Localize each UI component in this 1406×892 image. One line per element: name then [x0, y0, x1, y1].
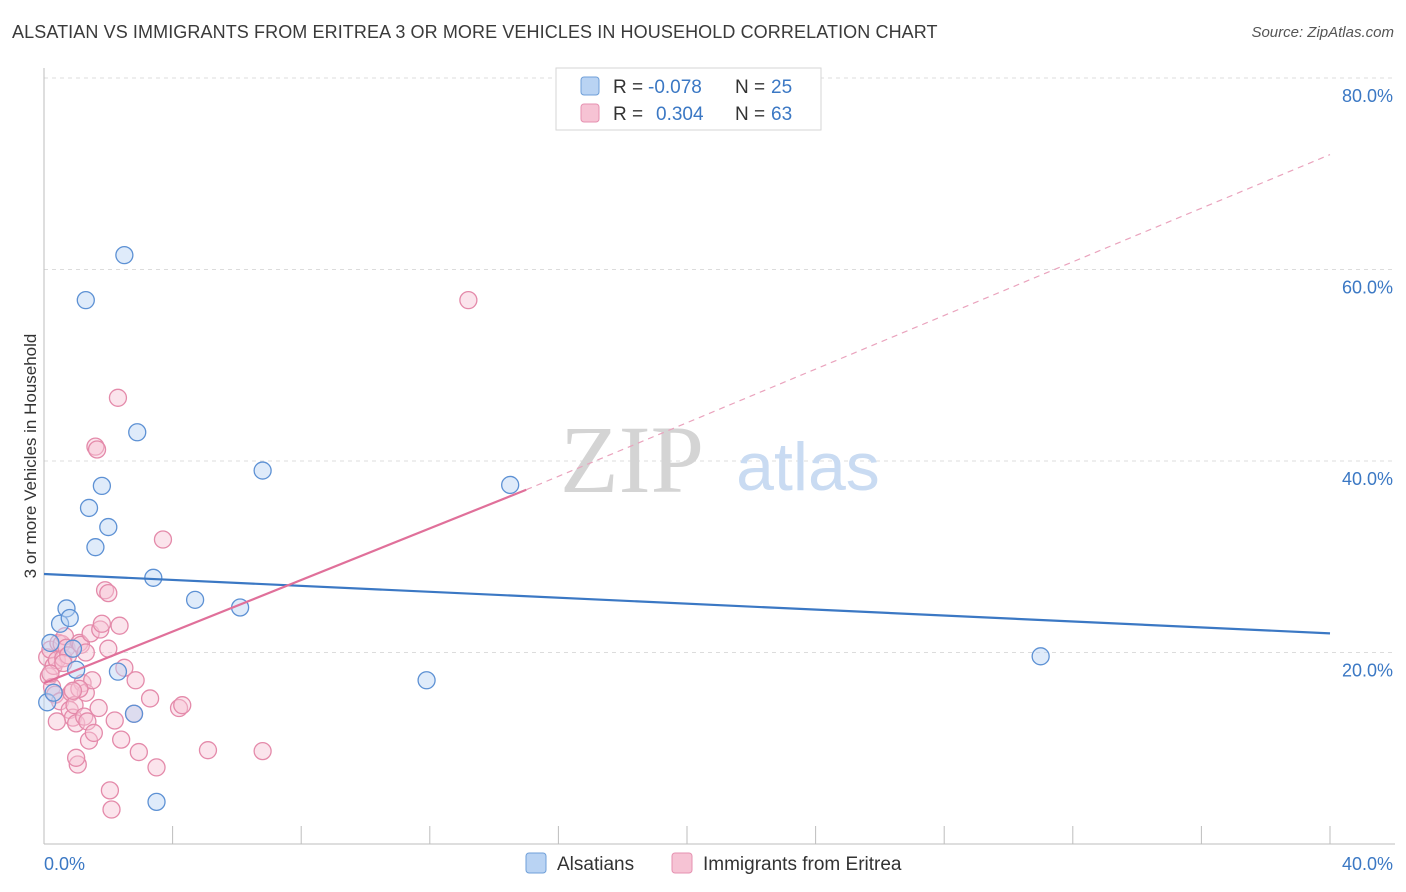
x-tick-label-max: 40.0%	[1342, 854, 1393, 874]
alsatians-point-18	[147, 792, 166, 812]
legend-n-value-1: 25	[771, 77, 792, 98]
x-tick-label-min: 0.0%	[44, 854, 85, 874]
eritrea-point-10	[54, 649, 73, 668]
legend-bottom-alsatians: Alsatians	[557, 854, 634, 875]
legend-n-value-2: 63	[771, 104, 792, 125]
alsatians-point-3	[50, 614, 70, 633]
eritrea-point-42	[112, 730, 131, 749]
eritrea-point-31	[87, 440, 107, 459]
y-tick-label-80: 80.0%	[1342, 86, 1393, 106]
alsatians-point-12	[99, 517, 118, 537]
alsatians-point-8	[76, 290, 95, 310]
eritrea-point-29	[84, 723, 103, 743]
legend-r-value-1: -0.078	[648, 77, 702, 98]
eritrea-point-36	[99, 583, 118, 603]
alsatians-point-16	[128, 423, 147, 442]
alsatians-point-9	[79, 498, 99, 518]
eritrea-point-34	[92, 614, 112, 633]
legend-series: Alsatians Immigrants from Eritrea	[525, 852, 902, 875]
eritrea-point-50	[169, 698, 189, 718]
watermark-atlas: atlas	[736, 429, 880, 505]
alsatians-point-10	[86, 538, 105, 557]
legend-bottom-swatch-pink	[671, 852, 693, 874]
alsatians-point-24	[1031, 647, 1050, 666]
alsatians-point-13	[108, 662, 128, 681]
eritrea-point-40	[108, 388, 128, 407]
eritrea-point-1	[39, 667, 58, 686]
eritrea-point-25	[78, 712, 97, 731]
eritrea-point-53	[253, 741, 272, 761]
alsatians-point-1	[41, 633, 60, 653]
eritrea-point-28	[83, 671, 102, 690]
alsatians-point-14	[115, 245, 134, 265]
eritrea-point-62	[63, 681, 83, 700]
alsatians-point-6	[63, 639, 83, 658]
legend-bottom-swatch-blue	[525, 852, 547, 874]
legend-r-label-1: R =	[613, 77, 643, 98]
axes	[43, 68, 1395, 845]
alsatians-point-22	[417, 671, 436, 690]
y-tick-label-20: 20.0%	[1342, 661, 1393, 681]
legend-r-label-2: R =	[613, 104, 643, 125]
trend-line-eritrea	[43, 488, 527, 685]
y-tick-label-60: 60.0%	[1342, 278, 1393, 298]
alsatians-point-4	[57, 599, 76, 618]
eritrea-point-19	[68, 755, 87, 774]
source-label: Source: ZipAtlas.com	[1251, 24, 1394, 41]
eritrea-point-52	[198, 741, 218, 760]
eritrea-point-47	[140, 689, 160, 708]
watermark-zip: ZIP	[560, 406, 704, 513]
alsatians-point-23	[501, 475, 520, 495]
eritrea-point-49	[153, 530, 173, 549]
legend-r-value-2: 0.304	[656, 104, 704, 125]
tick-labels: 20.0% 40.0% 60.0% 80.0% 0.0% 40.0%	[44, 86, 1393, 874]
eritrea-point-37	[100, 781, 120, 800]
legend-swatch-pink	[580, 103, 600, 123]
eritrea-point-30	[86, 437, 105, 456]
eritrea-point-41	[110, 616, 129, 635]
trend-line-alsatians	[43, 572, 1331, 635]
eritrea-point-35	[95, 581, 115, 600]
legend-bottom-eritrea: Immigrants from Eritrea	[703, 854, 902, 875]
eritrea-point-38	[102, 800, 121, 819]
alsatians-point-21	[253, 461, 272, 480]
y-axis-label: 3 or more Vehicles in Household	[21, 334, 40, 579]
alsatians-point-2	[44, 683, 63, 702]
grid-lines	[44, 77, 1395, 653]
legend-swatch-blue	[580, 76, 600, 96]
eritrea-point-48	[147, 758, 166, 777]
legend-stats: R = -0.078 N = 25 R = 0.304 N = 63	[555, 67, 822, 131]
eritrea-point-58	[67, 748, 86, 767]
alsatians-point-5	[60, 608, 79, 628]
alsatians-point-19	[185, 590, 205, 609]
legend-n-label-1: N =	[735, 77, 765, 98]
eritrea-point-32	[89, 698, 108, 718]
eritrea-point-56	[47, 712, 67, 731]
series-eritrea-points	[38, 290, 478, 819]
eritrea-point-39	[105, 711, 124, 730]
trend-lines	[43, 154, 1331, 685]
trend-line-eritrea-extension	[526, 154, 1331, 491]
eritrea-point-51	[173, 696, 192, 715]
alsatians-point-11	[92, 476, 112, 496]
eritrea-point-45	[126, 671, 145, 690]
chart-title: ALSATIAN VS IMMIGRANTS FROM ERITREA 3 OR…	[12, 22, 938, 42]
series-alsatians-points	[38, 245, 1050, 812]
eritrea-point-61	[70, 679, 89, 699]
y-tick-label-40: 40.0%	[1342, 469, 1393, 489]
alsatians-point-0	[38, 693, 57, 712]
watermark: ZIP atlas	[560, 406, 880, 513]
legend-n-label-2: N =	[735, 104, 765, 125]
eritrea-point-46	[129, 742, 148, 762]
alsatians-point-15	[124, 704, 144, 723]
eritrea-point-54	[459, 290, 478, 310]
